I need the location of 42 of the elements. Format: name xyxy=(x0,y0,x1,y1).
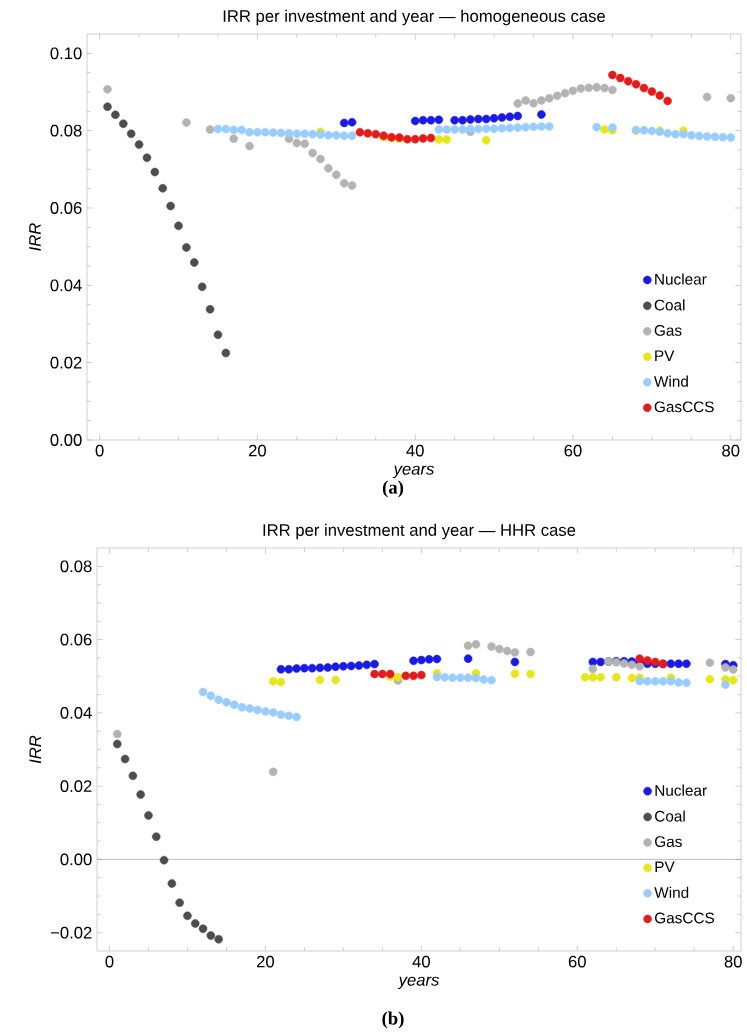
y-tick-label: −0.02 xyxy=(50,926,92,939)
y-tick-label: 0.08 xyxy=(60,560,92,573)
y-tick-label: 0.04 xyxy=(50,279,82,292)
y-axis-title: IRR xyxy=(29,223,41,251)
legend-label: PV xyxy=(655,350,675,361)
x-axis-title: years xyxy=(397,976,440,990)
legend-label: Wind xyxy=(654,886,689,899)
y-tick-label: 0.00 xyxy=(60,853,92,866)
x-tick-label: 60 xyxy=(564,444,582,457)
x-tick-label: 40 xyxy=(406,444,424,457)
x-tick-label: 80 xyxy=(724,955,742,968)
y-tick-label: 0.06 xyxy=(50,202,82,214)
legend-label: GasCCS xyxy=(655,912,715,924)
x-tick-label: 20 xyxy=(249,444,267,457)
legend-label: Gas xyxy=(654,325,682,336)
y-tick-label: 0.00 xyxy=(50,434,82,446)
y-tick-label: 0.10 xyxy=(50,47,82,60)
x-tick-label: 0 xyxy=(95,444,104,457)
chart-title: IRR per investment and year — HHR case xyxy=(263,523,576,540)
chart-title: IRR per investment and year — homogeneous case xyxy=(223,9,605,26)
legend-label: GasCCS xyxy=(654,401,714,413)
legend-label: Gas xyxy=(655,836,682,848)
text: (a) xyxy=(382,480,404,498)
x-axis-title: years xyxy=(392,465,435,479)
y-tick-label: 0.04 xyxy=(60,706,92,719)
x-tick-label: 40 xyxy=(412,955,430,968)
text: (b) xyxy=(382,1011,404,1029)
y-tick-label: 0.02 xyxy=(50,356,82,369)
x-tick-label: 60 xyxy=(568,955,586,968)
legend-label: PV xyxy=(655,861,675,873)
legend-label: Wind xyxy=(654,375,688,387)
legend-label: Nuclear xyxy=(655,784,707,796)
legend-label: Coal xyxy=(655,810,685,822)
x-tick-label: 0 xyxy=(105,955,114,968)
legend-label: Nuclear xyxy=(655,273,707,285)
x-tick-label: 20 xyxy=(257,955,275,968)
y-axis-title: IRR xyxy=(29,735,41,764)
y-tick-label: 0.06 xyxy=(60,633,92,646)
x-tick-label: 80 xyxy=(722,444,740,457)
y-tick-label: 0.02 xyxy=(60,780,92,793)
legend-label: Coal xyxy=(654,299,685,311)
y-tick-label: 0.08 xyxy=(50,124,82,137)
